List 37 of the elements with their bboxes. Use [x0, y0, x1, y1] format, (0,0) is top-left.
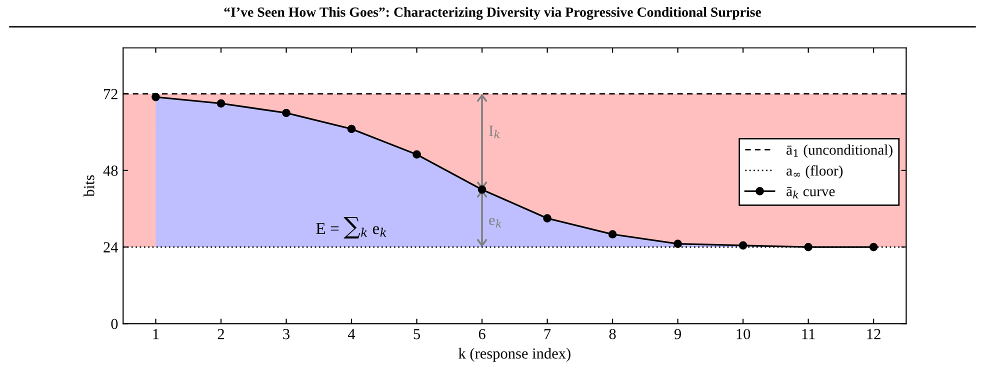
x-tick-label: 5: [414, 329, 420, 340]
point: [152, 92, 160, 102]
x-tick-label: 9: [674, 328, 681, 340]
point: [347, 124, 356, 134]
point: [543, 214, 552, 222]
point: [412, 150, 421, 159]
y-tick-label: 72: [104, 89, 118, 100]
chart-title: “I’ve Seen How This Goes”: Characterizing Diversity via Progressive Conditional Surprise: [224, 7, 762, 20]
x-tick-label: 7: [544, 329, 551, 340]
point: [282, 108, 290, 118]
legend-label: ā$_{k}$ curve: [786, 187, 835, 198]
point: [608, 230, 617, 238]
x-tick-label: 2: [218, 328, 224, 340]
point: [738, 241, 748, 250]
legend-label: a$_{∞}$ (floor): [786, 165, 843, 179]
x-tick-label: 4: [348, 329, 356, 340]
legend-label: ā$_{1}$ (unconditional): [786, 144, 892, 158]
x-axis-title: k (response index): [458, 348, 570, 362]
point: [216, 99, 226, 108]
x-tick-label: 11: [802, 329, 815, 340]
y-tick-label: 0: [111, 318, 118, 330]
point: [674, 240, 682, 248]
point: [804, 242, 812, 252]
y-tick-label: 24: [104, 242, 118, 252]
x-tick-label: 6: [478, 328, 486, 340]
annotation: I$_{k}$: [489, 126, 500, 138]
x-tick-label: 12: [867, 328, 880, 340]
point: [478, 185, 486, 194]
x-tick-label: 1: [153, 329, 159, 340]
y-axis-title: bits: [84, 175, 94, 197]
x-tick-label: 10: [736, 328, 750, 340]
annotation: e$_{k}$: [489, 218, 502, 228]
x-tick-label: 8: [609, 328, 616, 340]
x-tick-label: 3: [283, 328, 290, 340]
point: [869, 242, 878, 252]
annotation: E = ∑$_{k}$ e$_{k}$: [316, 217, 386, 239]
y-tick-label: 48: [103, 166, 118, 176]
